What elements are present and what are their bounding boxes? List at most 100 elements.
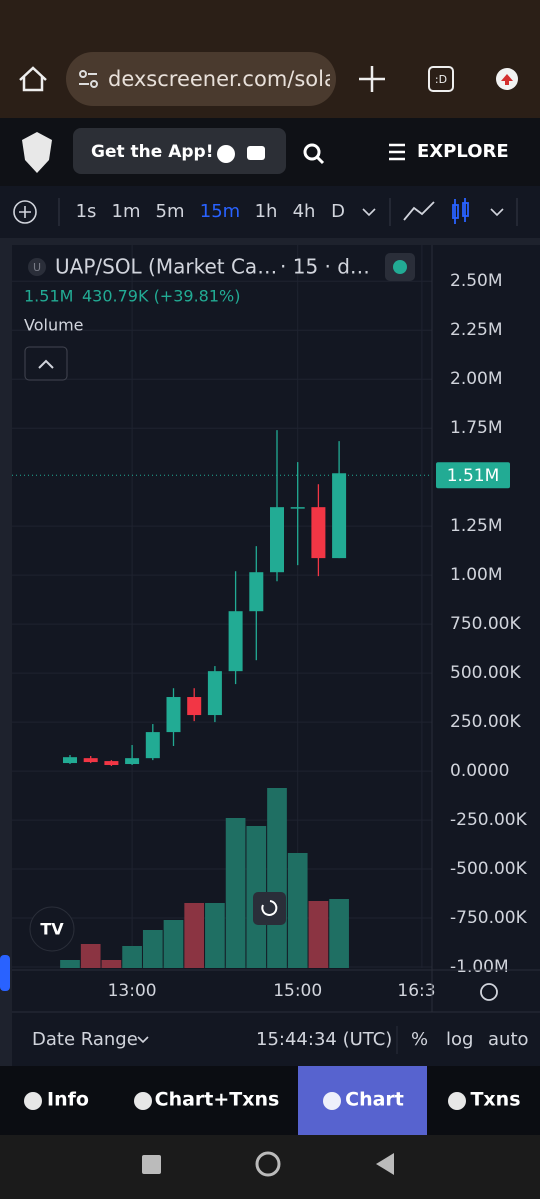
chart-subtitle: · 15 · d… <box>280 255 370 279</box>
interval-button[interactable]: 15m <box>200 201 240 222</box>
tab-count[interactable] <box>428 66 454 92</box>
y-tick-label: 2.00M <box>450 369 503 389</box>
new-tab[interactable] <box>359 66 385 92</box>
candle-body <box>249 572 264 612</box>
url[interactable]: dexscreener.com/sola <box>108 67 337 91</box>
price-label-bg <box>436 462 510 489</box>
volume-bar <box>329 899 349 968</box>
volume-label: Volume <box>24 316 84 335</box>
update-arrow <box>501 74 513 85</box>
reset-button[interactable] <box>253 892 286 925</box>
y-tick-label: 2.50M <box>450 271 503 291</box>
reset-icon <box>261 900 278 916</box>
android-icon <box>247 146 265 160</box>
tab[interactable]: Txns <box>470 1089 520 1111</box>
log-toggle[interactable]: log <box>446 1029 473 1050</box>
tab-icon[interactable]: :D <box>435 73 447 86</box>
tab-icon-list <box>448 1092 466 1110</box>
candle-body <box>145 732 160 759</box>
url-field[interactable] <box>66 52 336 106</box>
y-tick-label: -750.00K <box>450 908 528 928</box>
tab[interactable]: Info <box>47 1089 89 1111</box>
apple-icon <box>217 145 235 163</box>
x-tick-label: 15:00 <box>273 981 322 1001</box>
add-indicator[interactable] <box>13 200 37 224</box>
volume-bar <box>205 903 225 968</box>
candle-body <box>311 507 326 559</box>
tab[interactable]: Chart+Txns <box>155 1089 280 1111</box>
toolbar <box>0 186 540 238</box>
nav-bar <box>0 1135 540 1199</box>
y-tick-label: -1.00M <box>450 957 509 977</box>
candle-body <box>332 473 347 559</box>
explore[interactable]: EXPLORE <box>417 141 509 162</box>
recents-button[interactable] <box>142 1155 161 1174</box>
y-tick-label: 750.00K <box>450 614 521 634</box>
x-tick-label: 13:00 <box>108 981 157 1001</box>
collapse-button[interactable] <box>24 346 68 381</box>
status-dot <box>393 260 407 274</box>
interval-button[interactable]: 1s <box>76 201 97 222</box>
candle-body <box>207 671 222 716</box>
y-tick-label: 1.75M <box>450 418 503 438</box>
tab-icon-split <box>134 1092 152 1110</box>
interval-button[interactable]: D <box>331 201 345 222</box>
volume-bar <box>184 903 205 968</box>
y-tick-label: -500.00K <box>450 859 528 879</box>
search-icon[interactable] <box>303 143 321 161</box>
volume-bar <box>142 930 163 968</box>
percent-toggle[interactable]: % <box>411 1029 428 1050</box>
chart-title: UAP/SOL (Market Ca… <box>55 255 277 279</box>
legend-value: 1.51M <box>24 287 73 306</box>
candle-body <box>290 507 305 509</box>
candle-body <box>270 507 284 573</box>
home-button[interactable] <box>255 1151 281 1177</box>
tab-icon-info <box>24 1092 42 1110</box>
interval-button[interactable]: 1m <box>112 201 141 222</box>
date-range[interactable]: Date Range <box>32 1029 138 1050</box>
logo[interactable] <box>22 132 52 173</box>
volume-bar <box>225 818 246 968</box>
side-toggle[interactable] <box>0 955 10 991</box>
get-app-button[interactable] <box>73 128 286 174</box>
interval-button[interactable]: 1h <box>255 201 278 222</box>
tab-active-bg <box>298 1066 427 1135</box>
y-tick-label: 2.25M <box>450 320 503 340</box>
candle-body <box>166 697 181 733</box>
candle-type-icon[interactable] <box>452 198 469 224</box>
date-range-dropdown[interactable] <box>137 1036 149 1044</box>
chart-type-dropdown[interactable] <box>490 208 504 217</box>
auto-toggle[interactable]: auto <box>488 1029 529 1050</box>
volume-bar <box>287 853 308 968</box>
line-type-icon[interactable] <box>403 201 435 221</box>
candle-body <box>63 757 77 764</box>
interval-button[interactable]: 4h <box>293 201 316 222</box>
home-icon[interactable] <box>19 66 47 92</box>
volume-bar <box>80 944 101 968</box>
site-settings-icon[interactable] <box>79 70 98 88</box>
candle-body <box>125 758 140 765</box>
volume-bar <box>267 788 287 968</box>
settings-icon[interactable] <box>480 983 498 1001</box>
y-tick-label: 0.0000 <box>450 761 509 781</box>
candle-body <box>187 697 202 716</box>
tab[interactable]: Chart <box>345 1089 404 1111</box>
get-app-text: Get the App! <box>91 142 213 162</box>
interval-button[interactable]: 5m <box>156 201 185 222</box>
interval-dropdown[interactable] <box>362 208 376 217</box>
menu-icon[interactable] <box>389 143 405 161</box>
legend-change: 430.79K (+39.81%) <box>82 287 240 306</box>
y-tick-label: 1.25M <box>450 516 503 536</box>
search-handle <box>315 155 325 165</box>
clock: 15:44:34 (UTC) <box>256 1029 392 1050</box>
candle-body <box>104 761 119 766</box>
back-button[interactable] <box>376 1153 394 1175</box>
tv-logo[interactable] <box>29 906 75 952</box>
tab-icon-chart <box>323 1092 341 1110</box>
candle-body <box>83 758 98 763</box>
y-tick-label: 250.00K <box>450 712 521 732</box>
volume-bar <box>60 960 80 968</box>
volume-bar <box>122 946 142 968</box>
